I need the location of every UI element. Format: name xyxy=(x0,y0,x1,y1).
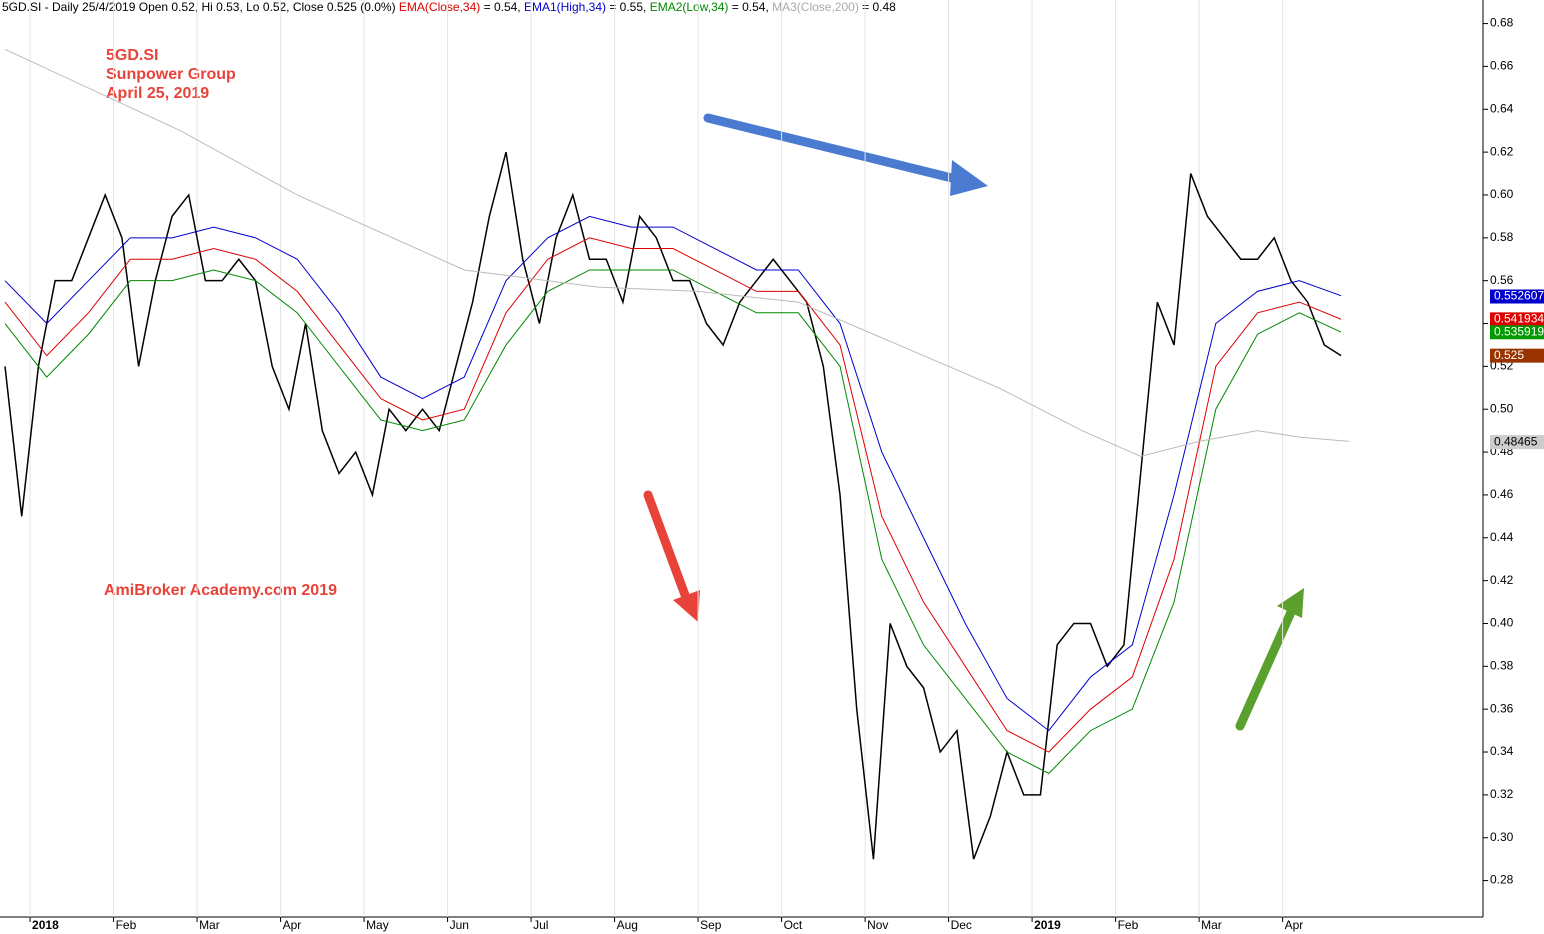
last-value-text: 0.535919 xyxy=(1494,324,1544,338)
header-part: = 0.54, xyxy=(728,0,772,14)
x-tick-label: Jun xyxy=(450,918,469,932)
last-value-box xyxy=(1490,312,1544,327)
x-tick-label: Dec xyxy=(951,918,972,932)
y-tick-label: 0.50 xyxy=(1490,401,1514,415)
y-tick-label: 0.36 xyxy=(1490,701,1514,715)
x-tick-label: Feb xyxy=(1118,918,1139,932)
annotation: AmiBroker Academy.com 2019 xyxy=(104,582,337,599)
annotation: 5GD.SI xyxy=(106,47,158,64)
x-tick-label: Sep xyxy=(700,918,722,932)
x-tick-label: Jul xyxy=(533,918,548,932)
last-value-label: 0.48465 xyxy=(1490,434,1544,450)
last-value-text: 0.48465 xyxy=(1494,434,1538,448)
y-tick-label: 0.40 xyxy=(1490,616,1514,630)
arrowhead xyxy=(950,160,988,196)
annotation: April 25, 2019 xyxy=(106,85,209,102)
x-tick-label: Feb xyxy=(116,918,137,932)
header-part: = 0.54, xyxy=(480,0,524,14)
series-line xyxy=(4,215,1342,732)
header-part: MA3(Close,200) xyxy=(772,0,859,14)
last-value-label: 0.552607 xyxy=(1490,289,1544,304)
header-part: EMA(Close,34) xyxy=(399,0,480,14)
annotations: 5GD.SI Sunpower Group April 25, 2019 Ami… xyxy=(104,47,337,599)
arrow xyxy=(643,490,690,600)
y-tick-label: 0.62 xyxy=(1490,144,1514,158)
x-tick-label: Mar xyxy=(199,918,220,932)
y-tick-label: 0.56 xyxy=(1490,273,1514,287)
last-value-box xyxy=(1490,325,1544,340)
x-tick-label: Apr xyxy=(283,918,302,932)
last-value-label: 0.535919 xyxy=(1490,324,1544,340)
annotation: Sunpower Group xyxy=(106,66,236,83)
last-value-box xyxy=(1490,289,1544,304)
arrowhead xyxy=(1277,588,1304,618)
x-tick-label: May xyxy=(366,918,389,932)
header-part: = 0.48 xyxy=(859,0,896,14)
y-tick-label: 0.66 xyxy=(1490,59,1514,73)
header-part: 5GD.SI - Daily 25/4/2019 Open 0.52, Hi 0… xyxy=(2,0,399,14)
y-tick-label: 0.38 xyxy=(1490,658,1514,672)
header: 5GD.SI - Daily 25/4/2019 Open 0.52, Hi 0… xyxy=(2,0,896,14)
last-value-label: 0.525 xyxy=(1490,348,1544,363)
series-line xyxy=(4,269,1342,775)
x-tick-label: Nov xyxy=(867,918,888,932)
arrows xyxy=(643,113,1304,731)
last-value-box xyxy=(1490,435,1544,450)
y-tick-label: 0.28 xyxy=(1490,873,1514,887)
last-value-text: 0.525 xyxy=(1494,348,1524,362)
x-tick-label: Mar xyxy=(1201,918,1222,932)
last-value-box xyxy=(1490,348,1544,363)
last-value-label: 0.541934 xyxy=(1490,312,1544,327)
series-line xyxy=(4,237,1342,753)
y-tick-label: 0.30 xyxy=(1490,830,1514,844)
x-tick-label: Apr xyxy=(1285,918,1304,932)
y-tick-label: 0.68 xyxy=(1490,16,1514,30)
y-tick-label: 0.60 xyxy=(1490,187,1514,201)
header-part: EMA1(High,34) xyxy=(524,0,606,14)
x-tick-label: 2019 xyxy=(1034,918,1061,932)
y-tick-label: 0.32 xyxy=(1490,787,1514,801)
x-tick-label: Aug xyxy=(617,918,638,932)
y-tick-label: 0.42 xyxy=(1490,573,1514,587)
y-tick-label: 0.64 xyxy=(1490,101,1514,115)
last-value-text: 0.552607 xyxy=(1494,289,1544,303)
header-part: EMA2(Low,34) xyxy=(650,0,729,14)
x-tick-label: Oct xyxy=(784,918,803,932)
series-line xyxy=(4,48,1350,457)
y-tick-label: 0.58 xyxy=(1490,230,1514,244)
last-value-text: 0.541934 xyxy=(1494,312,1544,326)
y-tick-label: 0.34 xyxy=(1490,744,1514,758)
y-tick-label: 0.46 xyxy=(1490,487,1514,501)
y-tick-label: 0.44 xyxy=(1490,530,1514,544)
header-part: = 0.55, xyxy=(606,0,650,14)
x-tick-label: 2018 xyxy=(32,918,59,932)
arrow xyxy=(703,113,965,185)
arrow xyxy=(1235,605,1297,731)
arrowhead xyxy=(673,590,700,622)
